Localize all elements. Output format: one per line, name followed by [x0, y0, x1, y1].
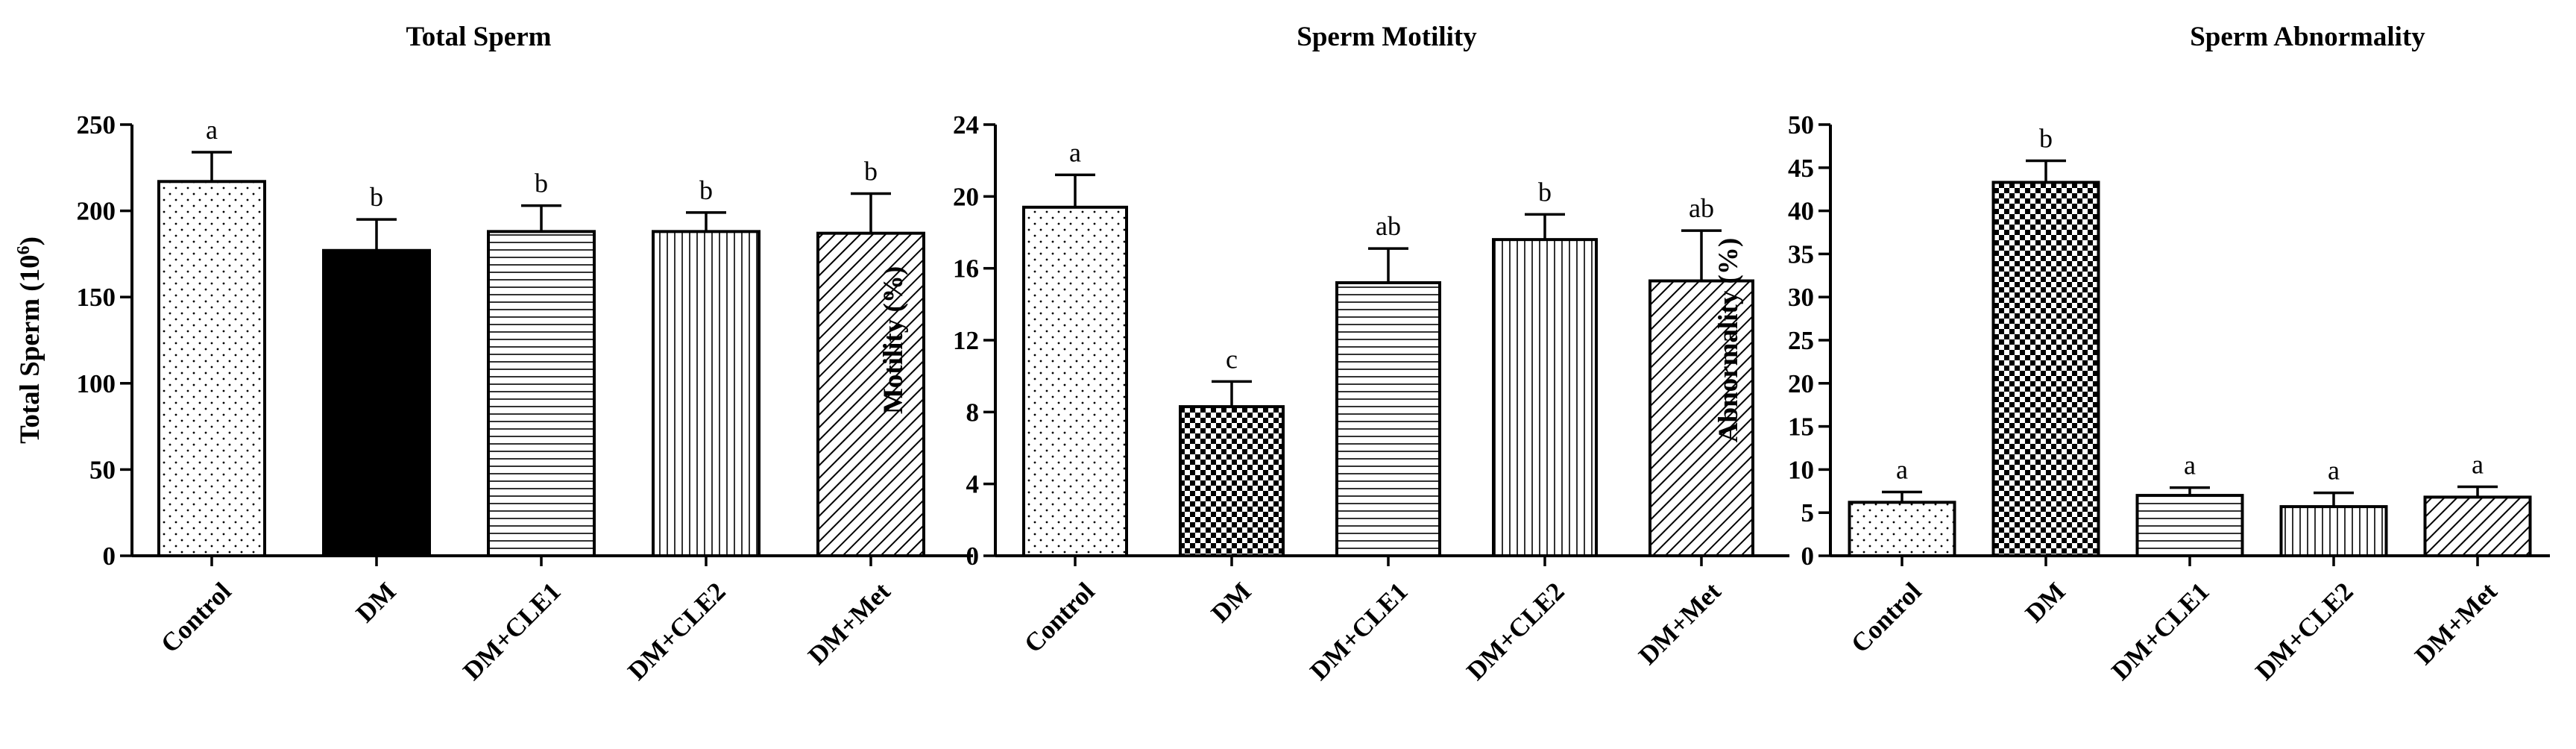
y-axis-label: Abnormality (%)	[1713, 238, 1744, 442]
y-tick-label: 0	[966, 542, 980, 571]
significance-label: a	[2472, 450, 2484, 480]
y-tick-label: 12	[953, 326, 979, 355]
y-axis-label-text: Abnormality (%)	[1713, 238, 1744, 442]
chart-panel-3: Sperm Abnormality Abnormality (%) 0 5 10 15 20…	[1713, 22, 2550, 686]
x-tick-label: DM+Met	[802, 577, 896, 671]
x-tick-label: DM+Met	[2409, 577, 2503, 671]
chart-title: Total Sperm	[406, 22, 552, 52]
y-tick-label: 50	[89, 455, 116, 484]
y-tick-label: 24	[953, 110, 979, 140]
x-tick-label: DM	[350, 577, 402, 628]
chart-panel-2: Sperm Motility Motility (%) 0 4 8 12 16 20 24 a Co…	[878, 22, 1789, 686]
bar-dm-cle2	[1492, 238, 1598, 557]
x-tick-label: Control	[1845, 577, 1927, 659]
significance-label: a	[2328, 456, 2340, 486]
y-tick-label: 4	[966, 470, 980, 499]
bar-dm-cle2	[652, 230, 760, 557]
x-tick-label: DM+Met	[1633, 577, 1727, 671]
y-tick-label: 40	[1788, 197, 1814, 226]
significance-label: a	[1069, 137, 1081, 167]
significance-label: a	[1896, 454, 1908, 484]
y-axis-label-superscript: 6	[14, 245, 34, 254]
bar-dm-met	[1648, 279, 1754, 557]
y-tick-label: 45	[1788, 154, 1814, 183]
y-axis-label: Motility (%)	[878, 266, 909, 414]
significance-label: b	[1538, 177, 1552, 207]
significance-label: ab	[1376, 211, 1401, 241]
y-tick-label: 150	[77, 283, 116, 312]
y-tick-label: 50	[1788, 110, 1814, 140]
x-tick-label: DM+CLE2	[622, 577, 731, 686]
chart-panel-1: Total Sperm Total Sperm (106) 0 50 100 150 200…	[14, 22, 973, 686]
y-axis-label-text: Total Sperm (10	[15, 254, 45, 444]
y-tick-label: 20	[953, 182, 979, 211]
bar-dm	[1991, 181, 2100, 557]
significance-label: b	[535, 169, 548, 198]
x-tick-label: DM+CLE2	[2249, 577, 2358, 686]
y-tick-label: 25	[1788, 326, 1814, 355]
y-tick-label: 200	[77, 197, 116, 226]
bar-control	[1022, 205, 1128, 557]
y-tick-label: 35	[1788, 239, 1814, 269]
y-tick-label: 15	[1788, 413, 1814, 442]
bar-dm-cle2	[2279, 505, 2388, 557]
x-tick-label: DM+CLE1	[1304, 577, 1413, 686]
y-tick-label: 5	[1801, 498, 1815, 527]
bar-dm-met	[2423, 495, 2532, 558]
y-tick-label: 30	[1788, 283, 1814, 312]
y-axis-label-text: Motility (%)	[878, 266, 909, 414]
x-tick-label: DM	[1206, 577, 1257, 628]
y-axis-label: Total Sperm (106)	[14, 236, 45, 444]
x-tick-label: Control	[155, 577, 237, 659]
y-tick-label: 8	[966, 398, 980, 427]
bar-control	[157, 180, 266, 558]
y-tick-label: 10	[1788, 455, 1814, 484]
significance-label: b	[2039, 124, 2053, 154]
y-tick-label: 0	[103, 542, 116, 571]
significance-label: c	[1226, 344, 1238, 374]
significance-label: a	[2184, 451, 2196, 480]
significance-label: a	[206, 115, 218, 145]
y-tick-label: 20	[1788, 369, 1814, 398]
bar-control	[1848, 501, 1956, 557]
significance-label: ab	[1689, 193, 1714, 223]
x-tick-label: DM+CLE2	[1461, 577, 1569, 686]
x-tick-label: DM	[2020, 577, 2071, 628]
chart-title: Sperm Abnormality	[2190, 22, 2425, 52]
x-tick-label: Control	[1018, 577, 1100, 659]
x-tick-label: DM+CLE1	[2106, 577, 2214, 686]
bar-dm-cle1	[1335, 281, 1441, 557]
chart-title: Sperm Motility	[1297, 22, 1477, 52]
y-tick-label: 0	[1801, 542, 1815, 571]
significance-label: b	[370, 182, 383, 212]
y-tick-label: 16	[953, 254, 979, 283]
significance-label: b	[699, 175, 713, 205]
bar-dm-cle1	[487, 230, 596, 557]
bar-dm-cle1	[2135, 494, 2244, 558]
y-tick-label: 100	[77, 369, 116, 398]
bar-dm	[322, 248, 431, 557]
bar-dm	[1179, 405, 1285, 557]
x-tick-label: DM+CLE1	[457, 577, 566, 686]
significance-label: b	[864, 156, 878, 186]
y-tick-label: 250	[77, 110, 116, 140]
y-axis-label-suffix: )	[15, 236, 45, 245]
